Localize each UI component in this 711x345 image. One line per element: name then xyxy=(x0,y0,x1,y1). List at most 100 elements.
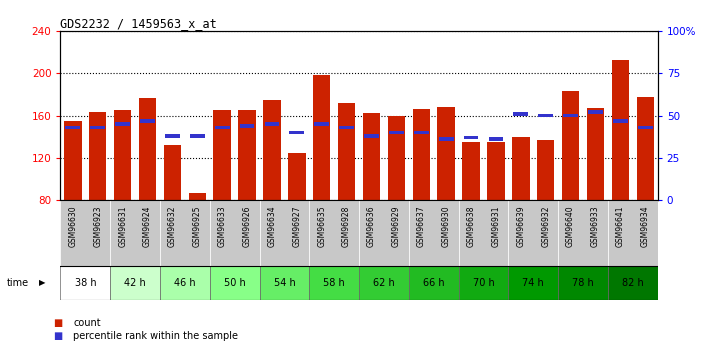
Bar xyxy=(439,137,454,141)
Text: GSM96933: GSM96933 xyxy=(591,205,600,247)
Text: GSM96636: GSM96636 xyxy=(367,205,376,247)
Text: percentile rank within the sample: percentile rank within the sample xyxy=(73,332,238,341)
Text: 54 h: 54 h xyxy=(274,278,295,288)
Bar xyxy=(538,114,553,117)
Bar xyxy=(359,200,409,266)
Bar xyxy=(338,103,356,200)
Text: 38 h: 38 h xyxy=(75,278,96,288)
Text: GSM96927: GSM96927 xyxy=(292,205,301,247)
Bar xyxy=(165,134,180,138)
Text: ■: ■ xyxy=(53,332,63,341)
Bar xyxy=(64,121,82,200)
Text: 62 h: 62 h xyxy=(373,278,395,288)
Bar xyxy=(110,266,160,300)
Text: GSM96926: GSM96926 xyxy=(242,205,252,247)
Bar xyxy=(213,110,231,200)
Bar xyxy=(65,126,80,129)
Text: time: time xyxy=(7,278,29,288)
Text: GSM96631: GSM96631 xyxy=(118,205,127,247)
Bar xyxy=(339,126,354,129)
Bar xyxy=(190,134,205,138)
Bar xyxy=(611,60,629,200)
Bar xyxy=(562,91,579,200)
Text: count: count xyxy=(73,318,101,327)
Bar xyxy=(613,119,628,122)
Bar xyxy=(414,131,429,134)
Bar xyxy=(587,108,604,200)
Bar xyxy=(89,112,107,200)
Bar xyxy=(60,200,110,266)
Text: GSM96928: GSM96928 xyxy=(342,205,351,247)
Text: 42 h: 42 h xyxy=(124,278,146,288)
Bar xyxy=(240,124,255,128)
Text: GSM96634: GSM96634 xyxy=(267,205,277,247)
Bar xyxy=(140,119,155,122)
Text: 82 h: 82 h xyxy=(622,278,643,288)
Bar xyxy=(508,266,558,300)
Text: GSM96930: GSM96930 xyxy=(442,205,451,247)
Bar xyxy=(558,266,608,300)
Bar xyxy=(110,200,160,266)
Bar xyxy=(464,136,479,139)
Text: 46 h: 46 h xyxy=(174,278,196,288)
Bar xyxy=(160,200,210,266)
Bar xyxy=(364,134,379,138)
Text: GDS2232 / 1459563_x_at: GDS2232 / 1459563_x_at xyxy=(60,17,217,30)
Text: ■: ■ xyxy=(53,318,63,327)
Bar xyxy=(313,76,331,200)
Bar xyxy=(563,114,578,117)
Bar xyxy=(409,200,459,266)
Bar xyxy=(512,137,530,200)
Bar xyxy=(459,266,508,300)
Bar xyxy=(90,126,105,129)
Bar xyxy=(462,142,480,200)
Bar xyxy=(363,114,380,200)
Bar xyxy=(238,110,256,200)
Text: 58 h: 58 h xyxy=(324,278,345,288)
Text: GSM96924: GSM96924 xyxy=(143,205,152,247)
Bar xyxy=(359,266,409,300)
Text: GSM96929: GSM96929 xyxy=(392,205,401,247)
Bar xyxy=(608,266,658,300)
Text: GSM96639: GSM96639 xyxy=(516,205,525,247)
Bar xyxy=(188,193,206,200)
Text: 78 h: 78 h xyxy=(572,278,594,288)
Bar xyxy=(558,200,608,266)
Bar xyxy=(387,116,405,200)
Text: GSM96931: GSM96931 xyxy=(491,205,501,247)
Bar xyxy=(289,131,304,134)
Text: 50 h: 50 h xyxy=(224,278,245,288)
Text: GSM96932: GSM96932 xyxy=(541,205,550,247)
Bar xyxy=(638,126,653,129)
Text: GSM96934: GSM96934 xyxy=(641,205,650,247)
Bar xyxy=(160,266,210,300)
Text: GSM96923: GSM96923 xyxy=(93,205,102,247)
Bar xyxy=(412,109,430,200)
Bar xyxy=(115,122,130,126)
Bar xyxy=(264,122,279,126)
Text: ▶: ▶ xyxy=(39,278,46,287)
Text: GSM96633: GSM96633 xyxy=(218,205,227,247)
Bar xyxy=(608,200,658,266)
Text: GSM96640: GSM96640 xyxy=(566,205,575,247)
Text: 66 h: 66 h xyxy=(423,278,444,288)
Bar xyxy=(210,266,260,300)
Bar xyxy=(114,110,132,200)
Bar xyxy=(513,112,528,116)
Bar xyxy=(263,100,281,200)
Text: 74 h: 74 h xyxy=(523,278,544,288)
Text: GSM96641: GSM96641 xyxy=(616,205,625,247)
Bar xyxy=(139,98,156,200)
Bar xyxy=(488,137,503,141)
Text: GSM96638: GSM96638 xyxy=(466,205,476,247)
Bar xyxy=(309,200,359,266)
Bar xyxy=(260,266,309,300)
Bar xyxy=(314,122,329,126)
Bar xyxy=(537,140,555,200)
Bar xyxy=(389,131,404,134)
Text: 70 h: 70 h xyxy=(473,278,494,288)
Bar xyxy=(210,200,260,266)
Bar xyxy=(409,266,459,300)
Text: GSM96637: GSM96637 xyxy=(417,205,426,247)
Bar xyxy=(288,152,306,200)
